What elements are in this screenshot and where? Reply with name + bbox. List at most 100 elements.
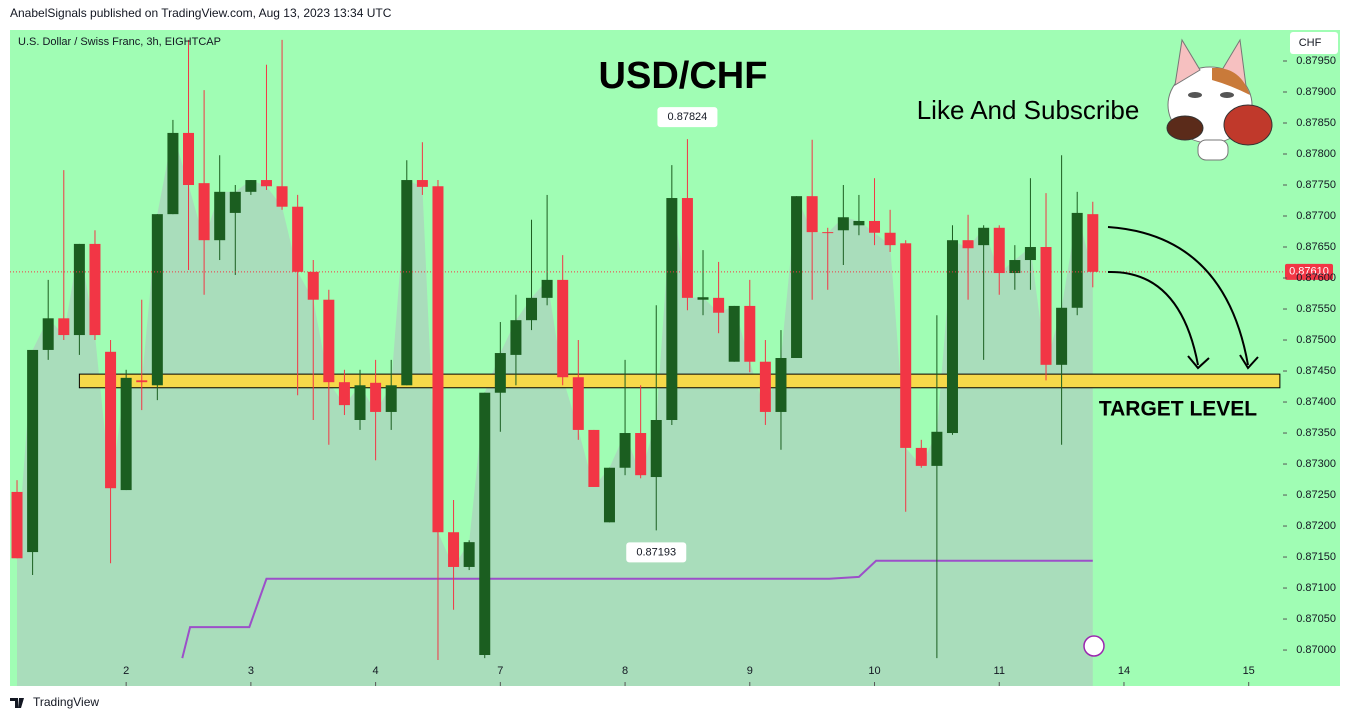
candle-body	[214, 191, 226, 241]
candle-body	[58, 318, 70, 336]
y-tick-label: 0.87700	[1296, 210, 1336, 222]
price-callout	[657, 107, 718, 128]
candle-body	[479, 392, 491, 655]
candle-body	[900, 243, 912, 448]
candle-body	[713, 297, 725, 313]
candle-body	[105, 351, 117, 489]
price-callout-label: 0.87824	[668, 111, 708, 123]
y-tick-label: 0.87300	[1296, 458, 1336, 470]
candle-body	[323, 299, 335, 383]
step-line	[181, 559, 1093, 659]
header: AnabelSignals published on TradingView.c…	[10, 6, 392, 20]
arrows	[1107, 226, 1259, 370]
x-tick-label: 15	[1243, 665, 1255, 677]
candle-body	[884, 232, 896, 246]
x-tick-label: 4	[373, 665, 379, 677]
candle-body	[1009, 260, 1021, 274]
candle-body	[744, 305, 756, 362]
candle-body	[432, 186, 444, 533]
candle-body	[338, 382, 350, 406]
candle-body	[89, 243, 101, 336]
candle-body	[167, 132, 179, 215]
currency-box	[1290, 32, 1338, 54]
candle-body	[260, 180, 272, 187]
y-tick-label: 0.87650	[1296, 241, 1336, 253]
y-tick-label: 0.87150	[1296, 551, 1336, 563]
brand: TradingView	[33, 695, 99, 709]
x-tick-label: 7	[497, 665, 503, 677]
candle-body	[416, 180, 428, 187]
candle-body	[526, 297, 538, 321]
candle-body	[993, 227, 1005, 274]
candle-body	[385, 385, 397, 412]
candle-body	[837, 217, 849, 231]
y-tick-label: 0.87250	[1296, 489, 1336, 501]
candle-body	[822, 232, 834, 234]
candle-body	[666, 198, 678, 421]
candle-body	[1056, 307, 1068, 365]
candle-body	[681, 198, 693, 298]
candle-body	[307, 271, 319, 300]
candle-body	[931, 431, 943, 466]
y-tick-label: 0.87850	[1296, 117, 1336, 129]
mascot	[1166, 38, 1273, 161]
candle-body	[401, 180, 413, 386]
candle-body	[619, 433, 631, 468]
y-tick-label: 0.87550	[1296, 303, 1336, 315]
candle-body	[915, 447, 927, 466]
target-zone	[78, 373, 1281, 389]
candle-body	[1071, 212, 1083, 308]
y-tick-label: 0.87500	[1296, 334, 1336, 346]
close-area	[17, 132, 1093, 686]
candle-body	[198, 183, 210, 241]
x-tick-label: 8	[622, 665, 628, 677]
y-tick-label: 0.87600	[1296, 272, 1336, 284]
y-tick-label: 0.87900	[1296, 86, 1336, 98]
candle-body	[791, 196, 803, 358]
candle-body	[183, 132, 195, 186]
candle-body	[650, 420, 662, 478]
last-price-box	[1285, 263, 1333, 280]
zone-label: TARGET LEVEL	[1099, 397, 1257, 420]
candle-body	[292, 206, 304, 272]
candle-body	[510, 320, 522, 355]
candle-body	[946, 240, 958, 434]
candle-body	[448, 532, 460, 567]
candle-body	[73, 243, 85, 336]
candle-body	[1087, 214, 1099, 272]
candle-body	[869, 220, 881, 233]
y-tick-label: 0.87950	[1296, 55, 1336, 67]
y-tick-label: 0.87100	[1296, 582, 1336, 594]
y-tick-label: 0.87800	[1296, 148, 1336, 160]
event-icon[interactable]	[1083, 635, 1105, 657]
x-tick-label: 10	[868, 665, 880, 677]
price-callout	[626, 542, 687, 563]
y-tick-label: 0.87200	[1296, 520, 1336, 532]
candle-body	[42, 318, 54, 350]
x-tick-label: 2	[123, 665, 129, 677]
candle-body	[759, 361, 771, 412]
candle-body	[775, 358, 787, 412]
symbol: U.S. Dollar / Swiss Franc, 3h, EIGHTCAP	[18, 36, 221, 48]
x-tick-label: 3	[248, 665, 254, 677]
x-tick-label: 9	[747, 665, 753, 677]
candle-body	[354, 385, 366, 421]
candle-body	[229, 191, 241, 213]
candle-body	[11, 491, 23, 559]
y-tick-label: 0.87750	[1296, 179, 1336, 191]
candle-body	[136, 380, 148, 383]
candle-body	[635, 433, 647, 476]
candle-body	[697, 297, 709, 300]
x-tick-label: 14	[1118, 665, 1130, 677]
y-tick-label: 0.87400	[1296, 396, 1336, 408]
y-tick-label: 0.87000	[1296, 644, 1336, 656]
price-callout-label: 0.87193	[636, 546, 676, 558]
currency: CHF	[1299, 37, 1322, 49]
candle-body	[120, 377, 132, 491]
candle-body	[27, 349, 39, 553]
candle-body	[588, 429, 600, 487]
y-tick-label: 0.87450	[1296, 365, 1336, 377]
candle-body	[557, 279, 569, 378]
